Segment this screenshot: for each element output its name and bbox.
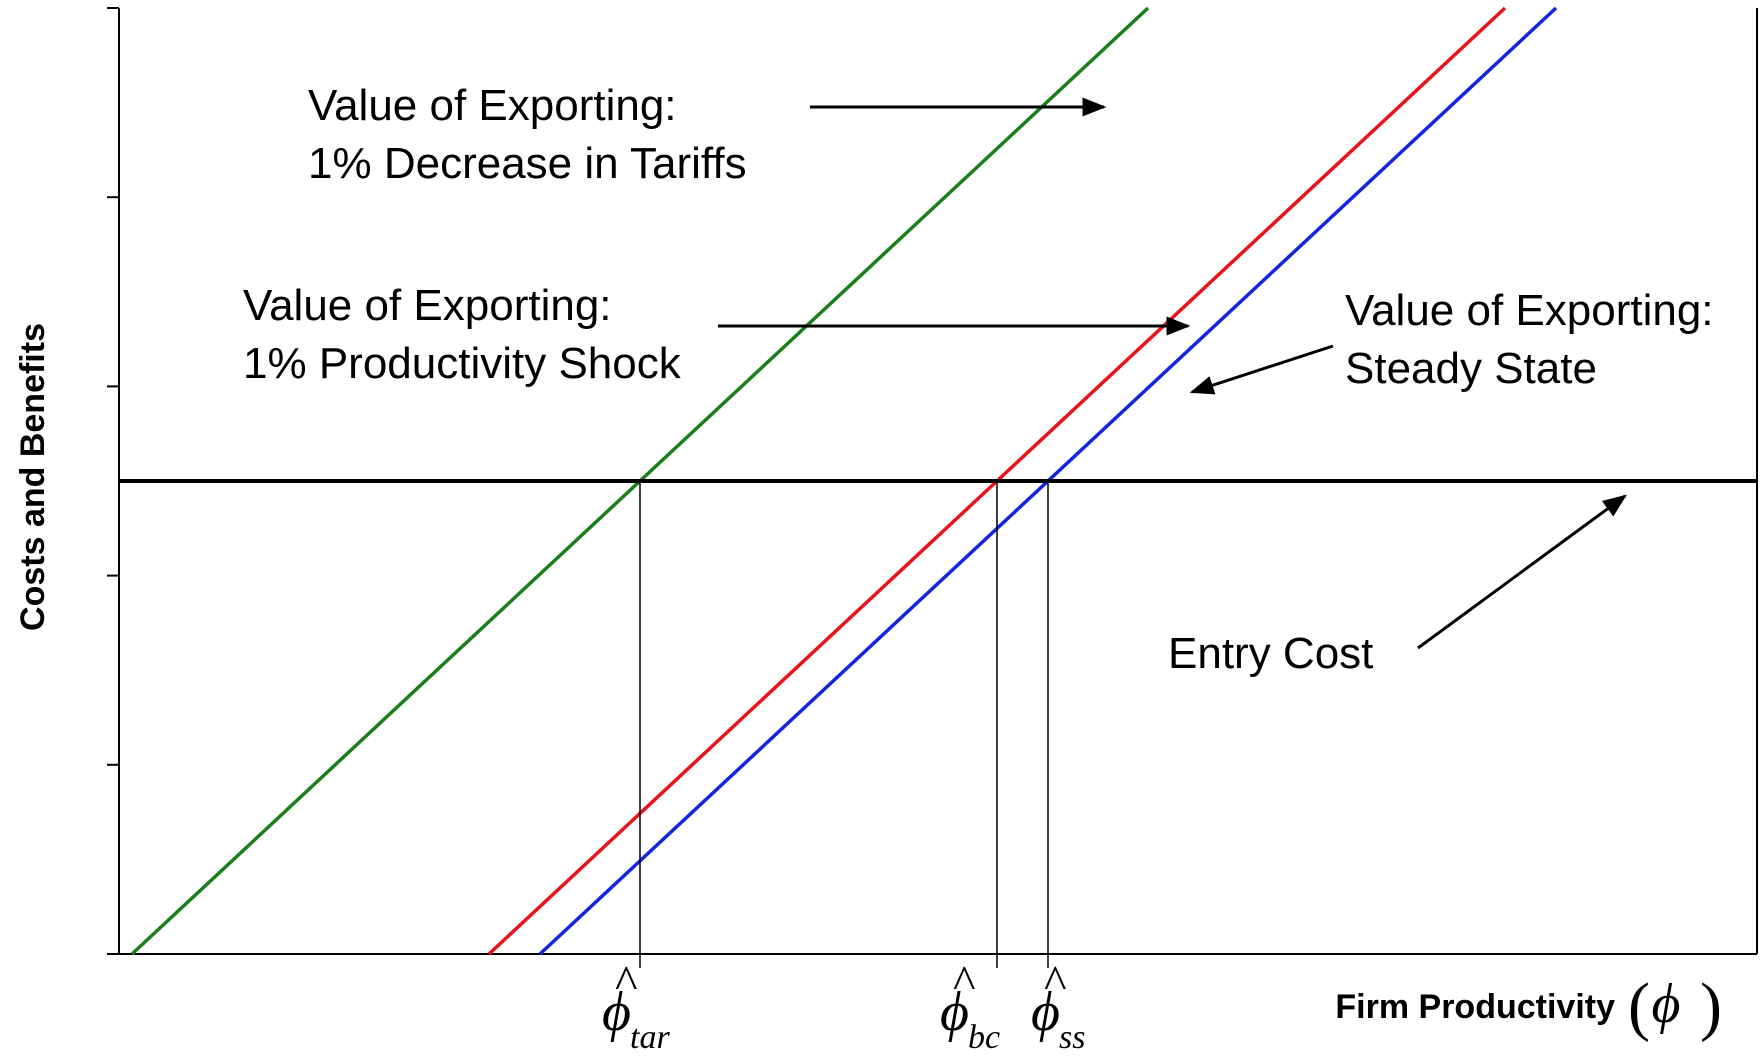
- x-tick-phi-bc: ϕ: [940, 981, 969, 1043]
- label-productivity-line1: Value of Exporting:: [243, 281, 612, 330]
- label-steadystate-line2: Steady State: [1345, 344, 1597, 393]
- x-tick-label-tar: ^ ϕ tar: [602, 956, 670, 1056]
- x-tick-sub-ss: ss: [1059, 1019, 1085, 1056]
- x-tick-hat-tar: ^: [615, 956, 638, 1009]
- x-tick-sub-tar: tar: [630, 1019, 670, 1056]
- x-axis-symbol: ϕ: [1652, 973, 1681, 1035]
- x-axis-paren-right: ): [1700, 970, 1722, 1043]
- arrow-steady-state: [1189, 344, 1334, 395]
- cutoff-lines: [639, 481, 1049, 968]
- x-tick-label-ss: ^ ϕ ss: [1031, 956, 1085, 1056]
- arrow-entry-cost: [1417, 494, 1627, 650]
- y-axis-ticks: [107, 7, 119, 955]
- label-productivity-line2: 1% Productivity Shock: [243, 339, 682, 388]
- annotation-arrows: [718, 97, 1627, 650]
- x-tick-label-bc: ^ ϕ bc: [940, 956, 1000, 1056]
- y-axis-title: Costs and Benefits: [14, 323, 52, 631]
- label-steadystate-line1: Value of Exporting:: [1345, 286, 1714, 335]
- label-tariffs-line2: 1% Decrease in Tariffs: [308, 139, 747, 188]
- x-axis-title: Firm Productivity: [1335, 988, 1615, 1026]
- x-tick-hat-ss: ^: [1044, 956, 1067, 1009]
- x-tick-sub-bc: bc: [968, 1019, 1000, 1056]
- x-tick-phi-tar: ϕ: [602, 981, 631, 1043]
- x-axis-paren-left: (: [1628, 970, 1650, 1043]
- label-tariffs-line1: Value of Exporting:: [308, 81, 677, 130]
- x-tick-hat-bc: ^: [953, 956, 976, 1009]
- x-tick-phi-ss: ϕ: [1031, 981, 1060, 1043]
- label-entry-cost: Entry Cost: [1168, 629, 1373, 678]
